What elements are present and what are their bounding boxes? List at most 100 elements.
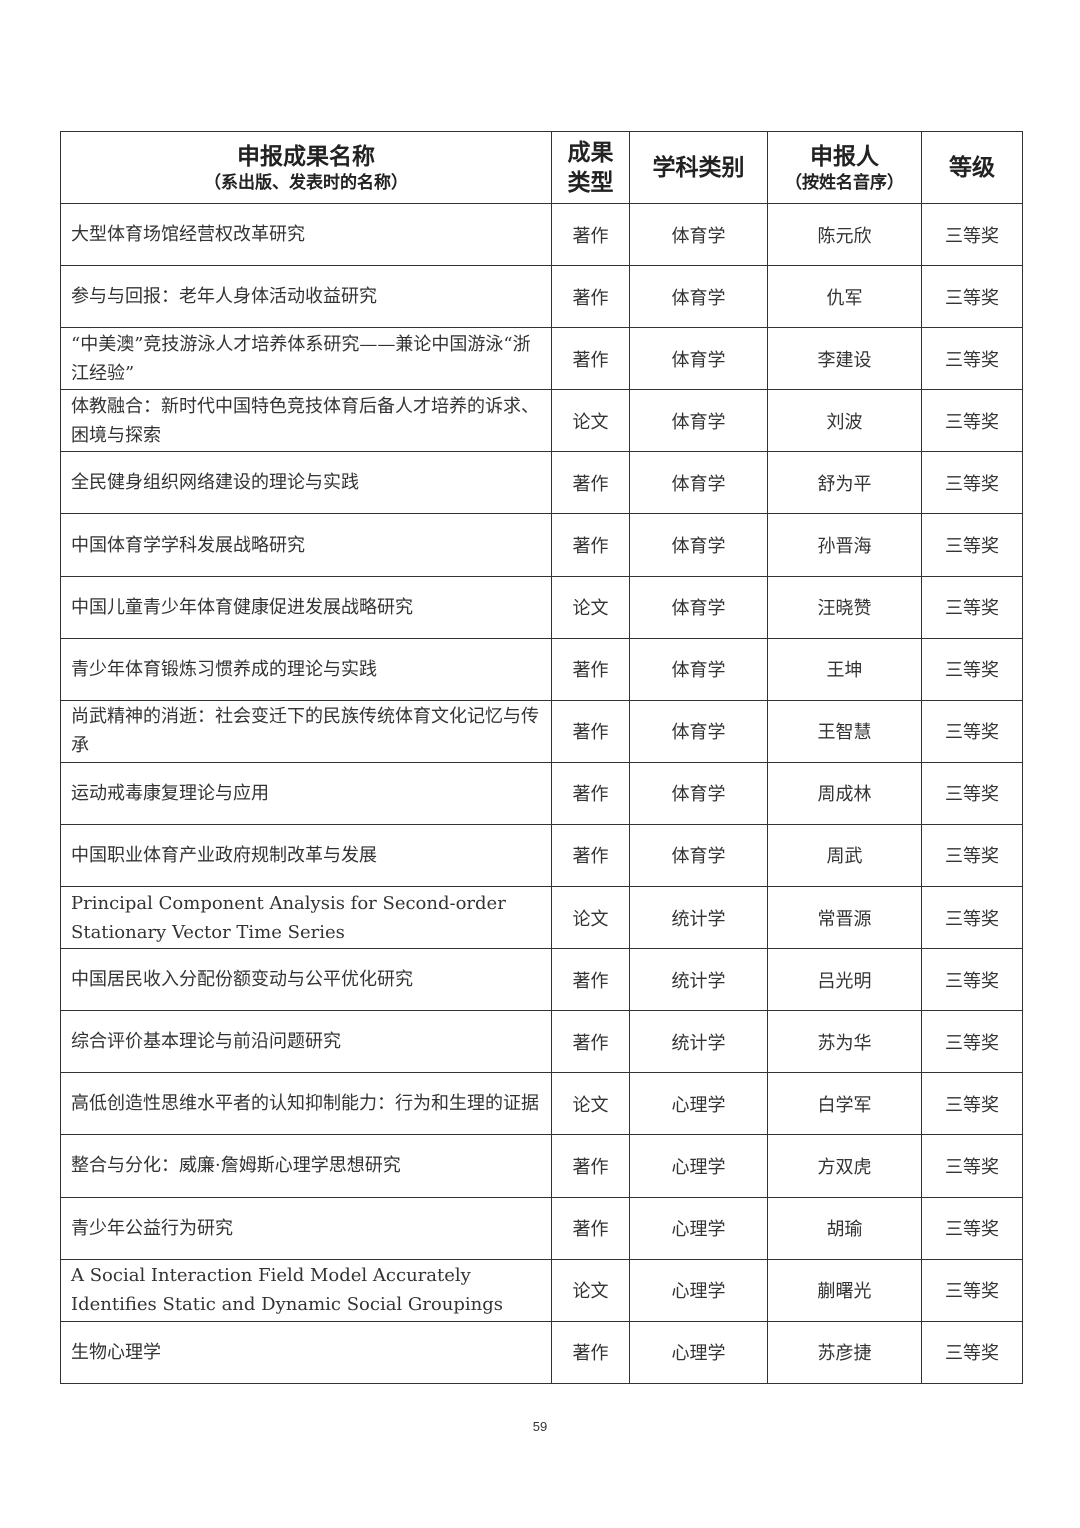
cell-applicant: 方双虎 [767,1134,922,1198]
table-row: 高低创造性思维水平者的认知抑制能力：行为和生理的证据 论文 心理学 白学军 三等奖 [60,1072,1023,1136]
cell-title: 高低创造性思维水平者的认知抑制能力：行为和生理的证据 [60,1072,552,1136]
cell-title: 参与与回报：老年人身体活动收益研究 [60,265,552,329]
cell-title: 大型体育场馆经营权改革研究 [60,202,552,267]
table-row: Principal Component Analysis for Second-… [60,886,1023,950]
cell-type: 论文 [551,1258,630,1322]
cell-applicant: 周成林 [767,761,922,825]
cell-applicant: 陈元欣 [767,202,922,267]
cell-level: 三等奖 [921,327,1023,391]
cell-type: 著作 [551,699,630,763]
cell-title: 青少年公益行为研究 [60,1196,552,1260]
cell-title: 综合评价基本理论与前沿问题研究 [60,1010,552,1074]
cell-discipline: 体育学 [629,327,768,391]
cell-level: 三等奖 [921,1010,1023,1074]
cell-level: 三等奖 [921,1072,1023,1136]
cell-title: 运动戒毒康复理论与应用 [60,761,552,825]
cell-title: 生物心理学 [60,1320,552,1384]
cell-level: 三等奖 [921,699,1023,763]
cell-level: 三等奖 [921,1134,1023,1198]
header-title: 申报成果名称 （系出版、发表时的名称） [60,131,552,204]
table-row: 尚武精神的消逝：社会变迁下的民族传统体育文化记忆与传承 著作 体育学 王智慧 三等奖 [60,699,1023,763]
cell-type: 著作 [551,1320,630,1384]
cell-discipline: 体育学 [629,451,768,515]
cell-level: 三等奖 [921,637,1023,701]
table-row: 青少年公益行为研究 著作 心理学 胡瑜 三等奖 [60,1196,1023,1260]
cell-applicant: 孙晋海 [767,513,922,577]
cell-discipline: 心理学 [629,1320,768,1384]
cell-type: 论文 [551,1072,630,1136]
table-row: 参与与回报：老年人身体活动收益研究 著作 体育学 仇军 三等奖 [60,265,1023,329]
cell-applicant: 王坤 [767,637,922,701]
cell-type: 著作 [551,948,630,1012]
cell-level: 三等奖 [921,1320,1023,1384]
header-discipline: 学科类别 [629,131,768,204]
cell-type: 论文 [551,886,630,950]
cell-title: “中美澳”竞技游泳人才培养体系研究——兼论中国游泳“浙江经验” [60,327,552,391]
cell-level: 三等奖 [921,575,1023,639]
header-applicant-main: 申报人 [810,142,879,170]
cell-level: 三等奖 [921,265,1023,329]
cell-discipline: 体育学 [629,513,768,577]
cell-applicant: 常晋源 [767,886,922,950]
cell-discipline: 体育学 [629,265,768,329]
cell-level: 三等奖 [921,202,1023,267]
cell-discipline: 体育学 [629,761,768,825]
cell-type: 著作 [551,327,630,391]
cell-applicant: 舒为平 [767,451,922,515]
table-row: 全民健身组织网络建设的理论与实践 著作 体育学 舒为平 三等奖 [60,451,1023,515]
cell-type: 论文 [551,575,630,639]
table-row: 中国居民收入分配份额变动与公平优化研究 著作 统计学 吕光明 三等奖 [60,948,1023,1012]
cell-discipline: 统计学 [629,948,768,1012]
cell-type: 著作 [551,265,630,329]
cell-type: 著作 [551,761,630,825]
cell-applicant: 蒯曙光 [767,1258,922,1322]
cell-level: 三等奖 [921,886,1023,950]
cell-applicant: 吕光明 [767,948,922,1012]
table-row: “中美澳”竞技游泳人才培养体系研究——兼论中国游泳“浙江经验” 著作 体育学 李建设三… [60,327,1023,391]
cell-discipline: 体育学 [629,202,768,267]
cell-title: 青少年体育锻炼习惯养成的理论与实践 [60,637,552,701]
cell-type: 著作 [551,1010,630,1074]
cell-level: 三等奖 [921,761,1023,825]
header-title-sub: （系出版、发表时的名称） [204,172,408,193]
cell-level: 三等奖 [921,948,1023,1012]
header-applicant-sub: （按姓名音序） [785,172,904,193]
table-row: 中国儿童青少年体育健康促进发展战略研究 论文 体育学 汪晓赞 三等奖 [60,575,1023,639]
cell-type: 著作 [551,823,630,888]
cell-discipline: 心理学 [629,1134,768,1198]
cell-discipline: 体育学 [629,575,768,639]
cell-applicant: 汪晓赞 [767,575,922,639]
cell-title: A Social Interaction Field Model Accurat… [60,1258,552,1322]
cell-discipline: 心理学 [629,1072,768,1136]
cell-title: Principal Component Analysis for Second-… [60,886,552,950]
table-row: 中国职业体育产业政府规制改革与发展 著作 体育学 周武 三等奖 [60,823,1023,888]
cell-level: 三等奖 [921,1258,1023,1322]
cell-level: 三等奖 [921,823,1023,888]
cell-type: 著作 [551,202,630,267]
cell-applicant: 王智慧 [767,699,922,763]
cell-level: 三等奖 [921,389,1023,453]
header-row: 申报成果名称 （系出版、发表时的名称） 成果类型 学科类别 申报人 （按姓名音序） … [60,131,1023,204]
cell-applicant: 苏为华 [767,1010,922,1074]
cell-applicant: 白学军 [767,1072,922,1136]
header-applicant: 申报人 （按姓名音序） [767,131,922,204]
cell-applicant: 苏彦捷 [767,1320,922,1384]
cell-applicant: 仇军 [767,265,922,329]
cell-discipline: 心理学 [629,1258,768,1322]
cell-title: 中国居民收入分配份额变动与公平优化研究 [60,948,552,1012]
cell-type: 著作 [551,451,630,515]
page-number: 59 [532,1419,548,1434]
table-row: 运动戒毒康复理论与应用 著作 体育学 周成林 三等奖 [60,761,1023,825]
table-row: 青少年体育锻炼习惯养成的理论与实践 著作 体育学 王坤 三等奖 [60,637,1023,701]
table-row: 综合评价基本理论与前沿问题研究 著作 统计学 苏为华 三等奖 [60,1010,1023,1074]
table-row: 生物心理学 著作 心理学 苏彦捷 三等奖 [60,1320,1023,1384]
header-level: 等级 [921,131,1023,204]
header-type: 成果类型 [551,131,630,204]
cell-type: 论文 [551,389,630,453]
cell-applicant: 胡瑜 [767,1196,922,1260]
cell-title: 尚武精神的消逝：社会变迁下的民族传统体育文化记忆与传承 [60,699,552,763]
cell-title: 中国职业体育产业政府规制改革与发展 [60,823,552,888]
cell-type: 著作 [551,1134,630,1198]
cell-title: 中国儿童青少年体育健康促进发展战略研究 [60,575,552,639]
cell-title: 体教融合：新时代中国特色竞技体育后备人才培养的诉求、困境与探索 [60,389,552,453]
